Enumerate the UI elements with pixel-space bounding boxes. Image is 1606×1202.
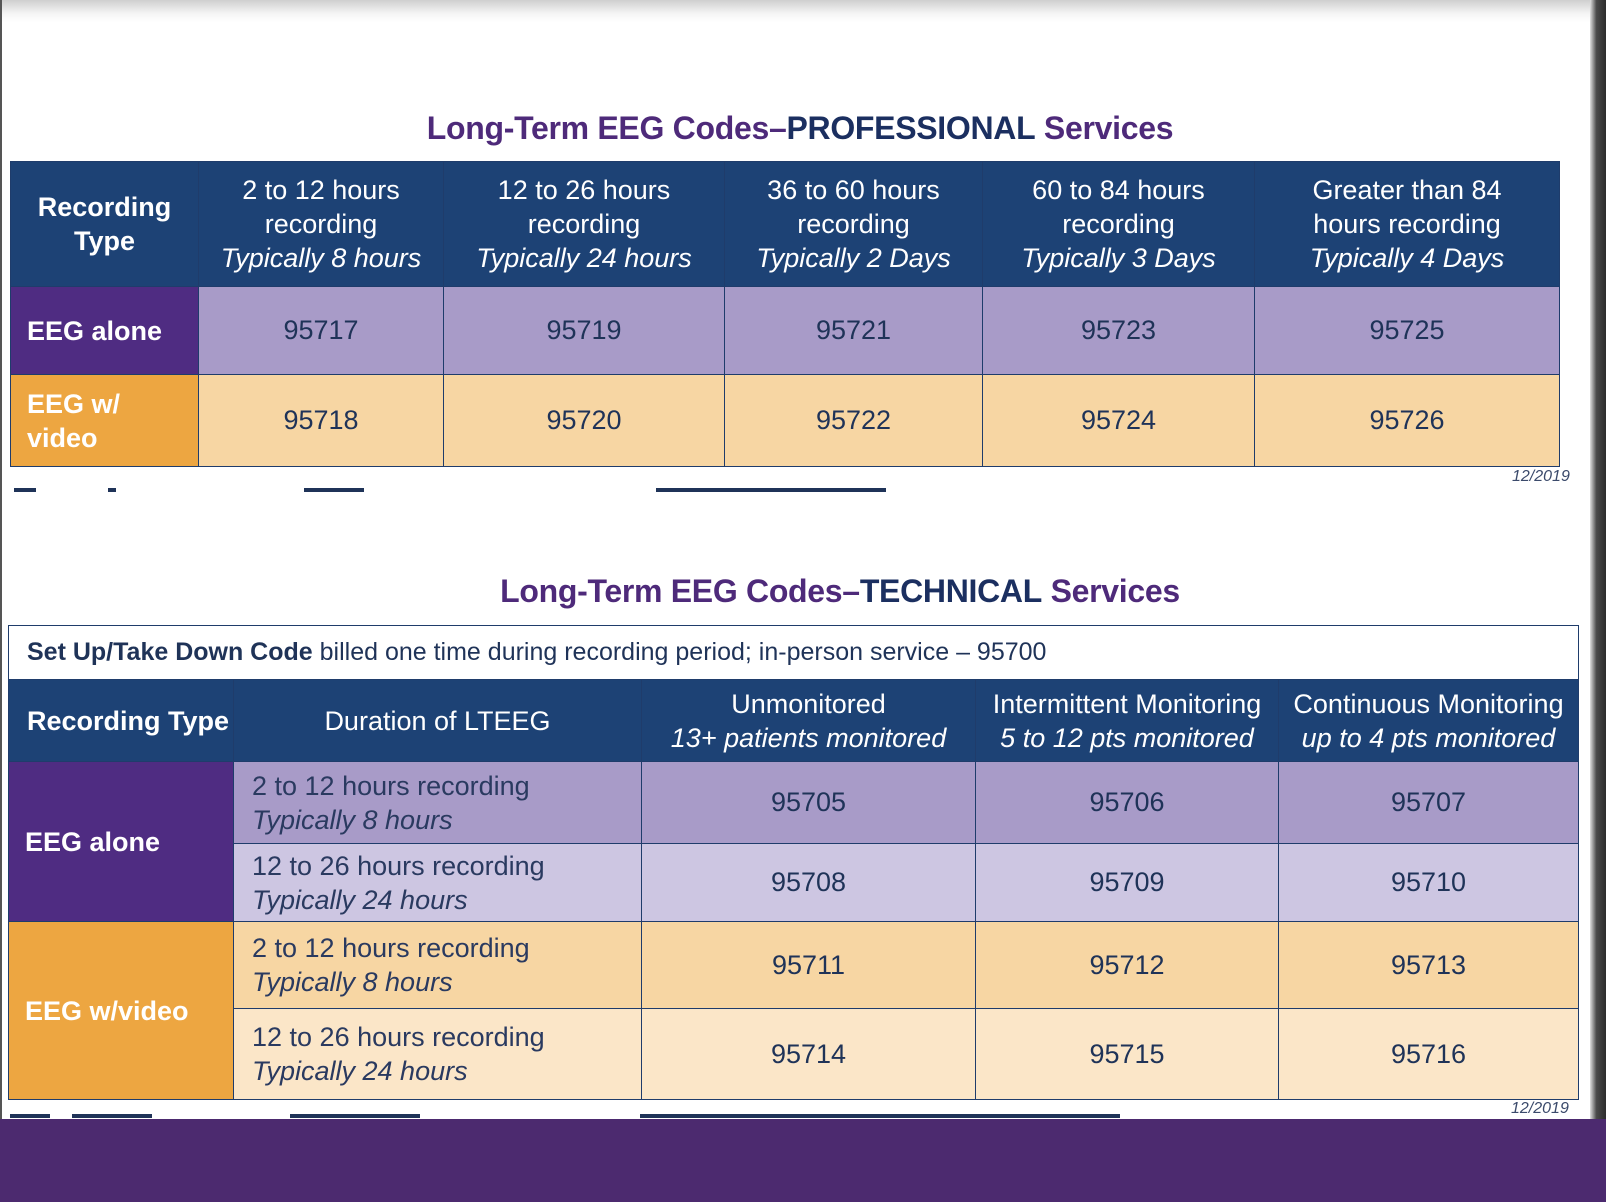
table-row: EEG alone 95717 95719 95721 95723 95725 xyxy=(10,286,1560,375)
technical-codes-table: Set Up/Take Down Code billed one time du… xyxy=(7,625,1580,1100)
table-row: EEG w/ video 95718 95720 95722 95724 957… xyxy=(10,374,1560,467)
code-cell: 95719 xyxy=(443,286,725,375)
header-recording-type: Recording Type xyxy=(8,679,234,762)
code-cell: 95717 xyxy=(198,286,444,375)
header-intermittent: Intermittent Monitoring 5 to 12 pts monit… xyxy=(975,679,1279,762)
code-cell: 95720 xyxy=(443,374,725,467)
clipped-footnote-text xyxy=(640,1114,1120,1118)
code-cell: 95725 xyxy=(1254,286,1560,375)
code-cell: 95709 xyxy=(975,843,1279,922)
table-row: EEG w/video 2 to 12 hours recording Typic… xyxy=(8,921,1580,1100)
header-col-1: 2 to 12 hours recording Typically 8 hours xyxy=(198,161,444,287)
clipped-footnote-text xyxy=(72,1114,152,1118)
code-cell: 95726 xyxy=(1254,374,1560,467)
code-cell: 95714 xyxy=(641,1008,976,1100)
code-cell: 95721 xyxy=(724,286,983,375)
table-header-row: Recording Type Duration of LTEEG Unmonit… xyxy=(8,679,1580,762)
code-cell: 95722 xyxy=(724,374,983,467)
code-cell: 95723 xyxy=(982,286,1255,375)
technical-title: Long-Term EEG Codes–TECHNICAL Services xyxy=(500,573,1180,609)
row-label-eeg-alone: EEG alone xyxy=(10,286,199,375)
code-cell: 95724 xyxy=(982,374,1255,467)
row-label-eeg-video: EEG w/video xyxy=(8,921,234,1100)
window-top-shadow xyxy=(0,0,1606,22)
header-col-5: Greater than 84 hours recording Typically … xyxy=(1254,161,1560,287)
header-continuous: Continuous Monitoring up to 4 pts monitor… xyxy=(1277,679,1580,762)
header-recording-type: Recording Type xyxy=(10,161,199,287)
code-cell: 95718 xyxy=(198,374,444,467)
window-right-edge xyxy=(1590,0,1606,1202)
technical-date: 12/2019 xyxy=(1511,1100,1569,1117)
header-col-2: 12 to 26 hours recording Typically 24 hour… xyxy=(443,161,725,287)
code-cell: 95715 xyxy=(975,1008,1279,1100)
code-cell: 95707 xyxy=(1277,761,1580,844)
window-left-border xyxy=(0,0,2,1202)
professional-codes-table: Recording Type 2 to 12 hours recording Typ… xyxy=(10,161,1560,467)
row-label-eeg-video: EEG w/ video xyxy=(10,374,199,467)
code-cell: 95716 xyxy=(1277,1008,1580,1100)
table-header-row: Recording Type 2 to 12 hours recording Typ… xyxy=(10,161,1560,287)
row-label-eeg-alone: EEG alone xyxy=(8,761,234,922)
code-cell: 95710 xyxy=(1277,843,1580,922)
duration-cell: 12 to 26 hours recording Typically 24 hou… xyxy=(233,1008,642,1100)
clipped-footnote-text xyxy=(108,488,116,492)
setup-row: Set Up/Take Down Code billed one time du… xyxy=(7,625,1580,680)
header-col-4: 60 to 84 hours recording Typically 3 Days xyxy=(982,161,1255,287)
code-cell: 95712 xyxy=(975,921,1279,1009)
clipped-footnote-text xyxy=(656,488,886,492)
professional-date: 12/2019 xyxy=(1512,468,1570,485)
setup-takedown-note: Set Up/Take Down Code billed one time du… xyxy=(7,625,1580,680)
code-cell: 95708 xyxy=(641,843,976,922)
table-row: EEG alone 2 to 12 hours recording Typical… xyxy=(8,761,1580,922)
duration-cell: 2 to 12 hours recording Typically 8 hours xyxy=(233,921,642,1009)
code-cell: 95713 xyxy=(1277,921,1580,1009)
professional-title: Long-Term EEG Codes–PROFESSIONAL Service… xyxy=(426,110,1174,146)
bottom-banner xyxy=(0,1119,1606,1202)
duration-cell: 12 to 26 hours recording Typically 24 hou… xyxy=(233,843,642,922)
code-cell: 95711 xyxy=(641,921,976,1009)
header-unmonitored: Unmonitored 13+ patients monitored xyxy=(641,679,976,762)
clipped-footnote-text xyxy=(10,1114,50,1118)
code-cell: 95706 xyxy=(975,761,1279,844)
table-row: 12 to 26 hours recording Typically 24 hou… xyxy=(9,1008,1580,1100)
clipped-footnote-text xyxy=(304,488,364,492)
table-row: 12 to 26 hours recording Typically 24 hou… xyxy=(9,843,1580,922)
clipped-footnote-text xyxy=(14,488,36,492)
duration-cell: 2 to 12 hours recording Typically 8 hours xyxy=(233,761,642,844)
header-duration: Duration of LTEEG xyxy=(233,679,642,762)
code-cell: 95705 xyxy=(641,761,976,844)
header-col-3: 36 to 60 hours recording Typically 2 Days xyxy=(724,161,983,287)
clipped-footnote-text xyxy=(290,1114,420,1118)
